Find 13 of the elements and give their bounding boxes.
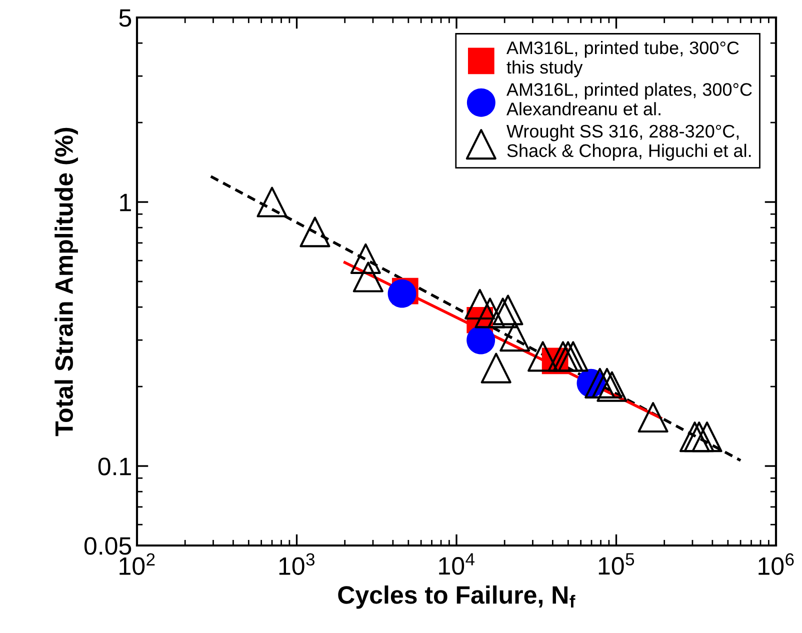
x-tick-label: 10$^{6}$ [758,553,794,575]
legend-label: AM316L, printed plates, 300°C Alexandreanu et al. [506,82,752,116]
y-tick-label: 0.05 [84,537,132,555]
x-axis-title: Cycles to Failure, N$_{f}$ [338,585,576,609]
x-tick-label: 10$^{5}$ [598,553,634,575]
x-tick-label: 10$^{4}$ [439,553,475,575]
x-tick-label: 10$^{3}$ [279,553,314,575]
y-tick-label: 0.1 [98,458,131,476]
legend-label: AM316L, printed tube, 300°C this study [506,40,739,78]
y-axis-title: Total Strain Amplitude (%) [54,128,78,436]
y-tick-label: 5 [119,9,132,27]
y-tick-label: 1 [120,194,131,212]
legend-label: Wrought SS 316, 288-320°C, Shack & Chopra, Higuchi et al. [506,124,751,161]
